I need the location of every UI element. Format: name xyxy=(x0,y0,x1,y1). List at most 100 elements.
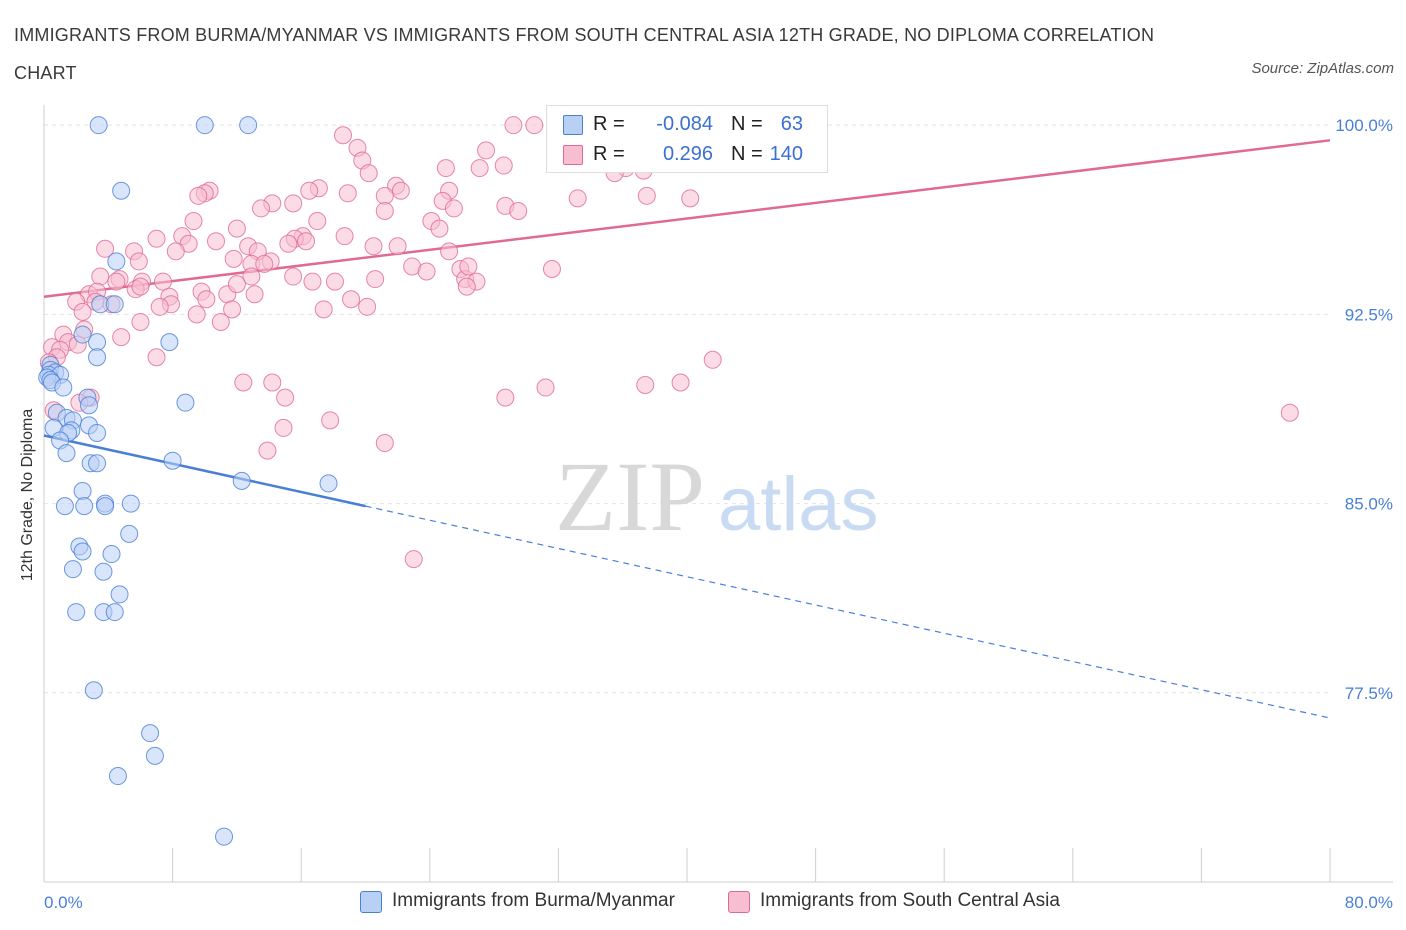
burma-point-42 xyxy=(96,497,115,516)
burma-point-7 xyxy=(73,325,92,344)
south-central-asia-point-52 xyxy=(224,249,243,268)
burma-point-44 xyxy=(120,524,139,543)
south-central-asia-point-132 xyxy=(227,275,246,294)
south-central-asia-point-77 xyxy=(153,272,172,291)
south-central-asia-point-32 xyxy=(568,189,587,208)
burma-point-57 xyxy=(108,767,127,786)
south-central-asia-point-121 xyxy=(321,411,340,430)
stats-row-south-central-asia: R = 0.296 N = 140 xyxy=(547,139,827,169)
south-central-asia-point-111 xyxy=(234,373,253,392)
south-central-asia-point-48 xyxy=(297,232,316,251)
south-central-asia-point-60 xyxy=(255,254,274,273)
south-central-asia-point-81 xyxy=(131,277,150,296)
south-central-asia-point-94 xyxy=(342,290,361,309)
watermark-atlas: atlas xyxy=(718,462,879,547)
burma-point-38 xyxy=(73,481,92,500)
south-central-asia-point-109 xyxy=(147,348,166,367)
south-central-asia-point-120 xyxy=(1280,403,1299,422)
south-central-asia-point-112 xyxy=(263,373,282,392)
legend-swatch-south-central-asia xyxy=(728,891,750,913)
south-central-asia-point-3 xyxy=(333,126,352,145)
south-central-asia-point-17 xyxy=(391,181,410,200)
burma-point-36 xyxy=(232,471,251,490)
burma-point-46 xyxy=(102,545,121,564)
burma-point-48 xyxy=(63,560,82,579)
burma-point-3 xyxy=(112,181,131,200)
legend-label-burma: Immigrants from Burma/Myanmar xyxy=(392,890,675,911)
south-central-asia-point-123 xyxy=(375,434,394,453)
south-central-asia-point-25 xyxy=(284,194,303,213)
south-central-asia-point-47 xyxy=(279,234,298,253)
south-central-asia-point-34 xyxy=(681,189,700,208)
burma-point-1 xyxy=(195,116,214,135)
south-central-asia-point-130 xyxy=(388,237,407,256)
burma-point-4 xyxy=(107,252,126,271)
burma-point-58 xyxy=(215,827,234,846)
y-axis-title: 12th Grade, No Diploma xyxy=(19,409,36,582)
x-tick-label-max: 80.0% xyxy=(1345,893,1393,912)
south-central-asia-point-110 xyxy=(703,350,722,369)
burma-point-53 xyxy=(105,603,124,622)
burma-point-56 xyxy=(145,746,164,765)
south-central-asia-point-96 xyxy=(358,297,377,316)
watermark: ZIP atlas xyxy=(555,441,879,552)
burma-point-22 xyxy=(80,396,99,415)
burma-point-49 xyxy=(94,562,113,581)
south-central-asia-point-35 xyxy=(184,212,203,231)
burma-point-10 xyxy=(88,348,107,367)
south-central-asia-point-26 xyxy=(252,199,271,218)
south-central-asia-point-115 xyxy=(276,388,295,407)
series-burma xyxy=(38,116,338,846)
south-central-asia-point-125 xyxy=(404,550,423,569)
south-central-asia-point-66 xyxy=(284,267,303,286)
south-central-asia-point-55 xyxy=(166,242,185,261)
r-value: 0.296 xyxy=(662,143,713,165)
south-central-asia-point-73 xyxy=(91,267,110,286)
south-central-asia-point-75 xyxy=(107,272,126,291)
south-central-asia-point-38 xyxy=(430,219,449,238)
burma-point-47 xyxy=(73,542,92,561)
south-central-asia-point-15 xyxy=(359,164,378,183)
r-label: R = xyxy=(593,113,625,135)
south-central-asia-point-118 xyxy=(496,388,515,407)
south-central-asia-point-49 xyxy=(364,237,383,256)
n-value: 140 xyxy=(769,143,803,165)
south-central-asia-point-57 xyxy=(129,252,148,271)
south-central-asia-point-20 xyxy=(338,184,357,203)
south-central-asia-point-21 xyxy=(375,186,394,205)
south-central-asia-point-95 xyxy=(314,300,333,319)
x-tick-label-min: 0.0% xyxy=(44,893,83,912)
south-central-asia-point-97 xyxy=(73,302,92,321)
series-legend: Immigrants from Burma/Myanmar Immigrants… xyxy=(0,886,1406,916)
south-central-asia-point-1 xyxy=(525,116,544,135)
burma-point-51 xyxy=(67,603,86,622)
y-tick-labels: 100.0% 92.5% 85.0% 77.5% xyxy=(1335,116,1393,703)
legend-label-south-central-asia: Immigrants from South Central Asia xyxy=(760,890,1060,911)
axes xyxy=(43,105,1393,883)
south-central-asia-point-5 xyxy=(477,141,496,160)
south-central-asia-point-30 xyxy=(444,199,463,218)
south-central-asia-point-99 xyxy=(131,312,150,331)
burma-point-0 xyxy=(89,116,108,135)
burma-point-2 xyxy=(239,116,258,135)
burma-point-6 xyxy=(105,295,124,314)
source-label: Source: ZipAtlas.com xyxy=(1251,60,1394,77)
south-central-asia-point-67 xyxy=(366,270,385,289)
south-central-asia-point-114 xyxy=(671,373,690,392)
south-central-asia-point-19 xyxy=(300,181,319,200)
south-central-asia-point-131 xyxy=(459,257,478,276)
burma-point-23 xyxy=(176,393,195,412)
n-label: N = xyxy=(731,143,763,165)
burma-point-39 xyxy=(55,497,74,516)
y-tick-label-2: 85.0% xyxy=(1345,495,1393,514)
south-central-asia-point-44 xyxy=(227,219,246,238)
south-central-asia-point-63 xyxy=(542,259,561,278)
south-central-asia-point-124 xyxy=(258,441,277,460)
south-central-asia-point-98 xyxy=(211,312,230,331)
chart-title: IMMIGRANTS FROM BURMA/MYANMAR VS IMMIGRA… xyxy=(14,25,1155,83)
south-central-asia-point-64 xyxy=(417,262,436,281)
south-central-asia-point-113 xyxy=(636,376,655,395)
burma-point-40 xyxy=(75,497,94,516)
burma-point-37 xyxy=(319,474,338,493)
r-label: R = xyxy=(593,143,625,165)
